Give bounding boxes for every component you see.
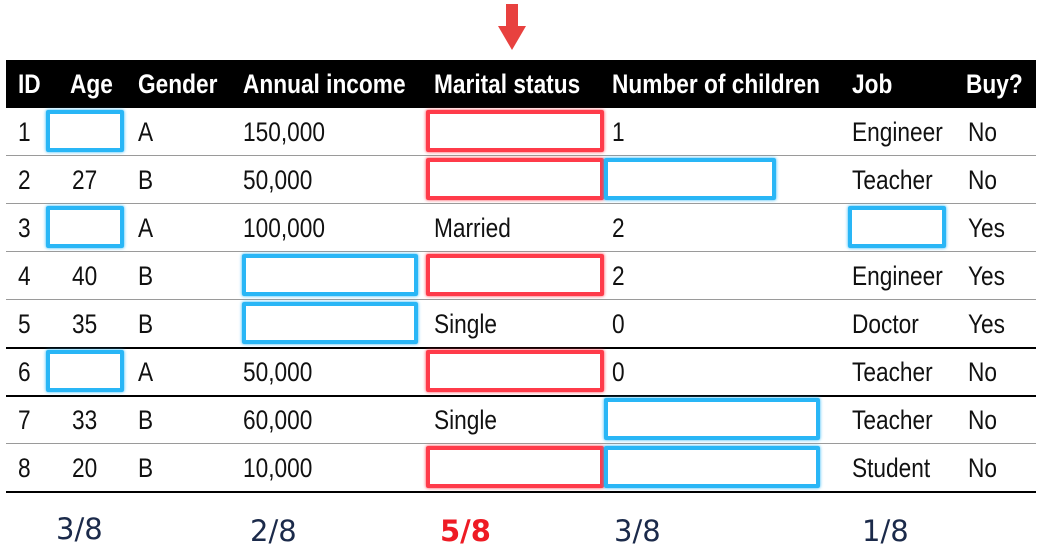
cell-id: 6 <box>18 357 31 387</box>
cell-buy: Yes <box>968 261 1005 291</box>
cell-buy: Yes <box>968 213 1005 243</box>
cell-gender: B <box>138 453 154 483</box>
missing-ratio-job: 1/8 <box>862 514 909 548</box>
row-separator <box>6 251 1036 252</box>
cell-buy: Yes <box>968 309 1005 339</box>
col-header-id: ID <box>18 69 41 99</box>
cell-children: 0 <box>612 309 625 339</box>
row-separator <box>6 443 1036 444</box>
cell-id: 2 <box>18 165 31 195</box>
missing-value-box-income <box>242 302 418 344</box>
missing-ratio-marital: 5/8 <box>440 514 491 548</box>
missing-value-box-marital <box>426 158 604 200</box>
cell-id: 4 <box>18 261 31 291</box>
cell-children: 0 <box>612 357 625 387</box>
cell-job: Teacher <box>852 165 933 195</box>
cell-job: Engineer <box>852 261 943 291</box>
cell-age: 40 <box>72 261 98 291</box>
table-header <box>6 60 1036 108</box>
cell-income: 50,000 <box>243 357 313 387</box>
col-header-gender: Gender <box>138 69 218 99</box>
missing-ratio-age: 3/8 <box>56 512 103 546</box>
row-separator <box>6 203 1036 204</box>
row-separator <box>6 395 1036 397</box>
cell-gender: A <box>138 213 154 243</box>
row-separator <box>6 491 1036 493</box>
col-header-marital: Marital status <box>434 69 581 99</box>
cell-buy: No <box>968 165 997 195</box>
cell-marital: Single <box>434 309 498 339</box>
cell-buy: No <box>968 453 997 483</box>
cell-gender: B <box>138 261 154 291</box>
cell-children: 1 <box>612 117 625 147</box>
row-separator <box>6 299 1036 300</box>
cell-id: 5 <box>18 309 31 339</box>
cell-id: 1 <box>18 117 31 147</box>
missing-value-box-age <box>46 206 124 248</box>
row-separator <box>6 347 1036 349</box>
missing-value-box-marital <box>426 350 604 392</box>
cell-gender: B <box>138 405 154 435</box>
cell-marital: Married <box>434 213 511 243</box>
col-header-children: Number of children <box>612 69 820 99</box>
cell-job: Teacher <box>852 357 933 387</box>
missing-value-box-children <box>604 158 776 200</box>
cell-buy: No <box>968 357 997 387</box>
missing-value-box-marital <box>426 446 604 488</box>
cell-age: 33 <box>72 405 98 435</box>
missing-value-box-marital <box>426 110 604 152</box>
cell-marital: Single <box>434 405 498 435</box>
cell-age: 20 <box>72 453 98 483</box>
cell-income: 60,000 <box>243 405 313 435</box>
col-header-age: Age <box>70 69 113 99</box>
cell-job: Student <box>852 453 931 483</box>
cell-gender: A <box>138 117 154 147</box>
cell-buy: No <box>968 117 997 147</box>
missing-value-box-income <box>242 254 418 296</box>
cell-children: 2 <box>612 213 625 243</box>
missing-value-box-children <box>604 446 820 488</box>
col-header-income: Annual income <box>243 69 406 99</box>
cell-id: 3 <box>18 213 31 243</box>
cell-job: Teacher <box>852 405 933 435</box>
cell-id: 8 <box>18 453 31 483</box>
cell-age: 35 <box>72 309 98 339</box>
cell-gender: B <box>138 165 154 195</box>
missing-value-box-children <box>604 398 820 440</box>
cell-income: 150,000 <box>243 117 325 147</box>
cell-gender: A <box>138 357 154 387</box>
missing-ratio-income: 2/8 <box>250 514 297 548</box>
down-arrow-icon <box>498 4 526 50</box>
cell-buy: No <box>968 405 997 435</box>
cell-job: Doctor <box>852 309 919 339</box>
row-separator <box>6 155 1036 156</box>
cell-income: 50,000 <box>243 165 313 195</box>
cell-job: Engineer <box>852 117 943 147</box>
cell-gender: B <box>138 309 154 339</box>
cell-children: 2 <box>612 261 625 291</box>
missing-ratio-children: 3/8 <box>614 514 661 548</box>
col-header-buy: Buy? <box>966 69 1023 99</box>
cell-income: 100,000 <box>243 213 325 243</box>
cell-age: 27 <box>72 165 98 195</box>
missing-value-box-marital <box>426 254 604 296</box>
missing-value-box-age <box>46 350 124 392</box>
missing-value-box-age <box>46 110 124 152</box>
cell-id: 7 <box>18 405 31 435</box>
col-header-job: Job <box>852 69 893 99</box>
cell-income: 10,000 <box>243 453 313 483</box>
missing-value-box-job <box>848 206 946 248</box>
